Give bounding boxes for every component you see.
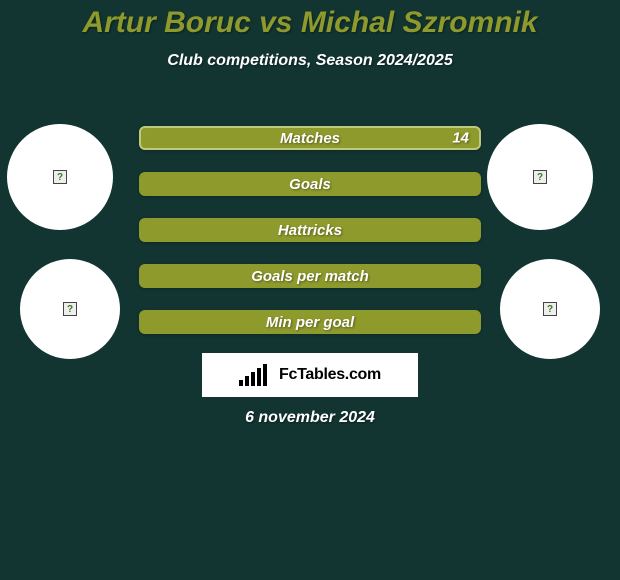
stat-value-right: 14 — [452, 130, 469, 147]
stat-label: Matches — [280, 130, 340, 147]
stat-row-gpm: Goals per match — [139, 264, 481, 288]
image-placeholder-icon: ? — [53, 170, 67, 184]
avatar-image: ? — [7, 124, 113, 230]
comparison-title: Artur Boruc vs Michal Szromnik — [0, 0, 620, 40]
avatar-image: ? — [500, 259, 600, 359]
stat-label: Min per goal — [266, 314, 354, 331]
image-placeholder-icon: ? — [533, 170, 547, 184]
image-placeholder-icon: ? — [543, 302, 557, 316]
stats-container: Matches 14 Goals Hattricks Goals per mat… — [139, 126, 481, 356]
stat-row-mpg: Min per goal — [139, 310, 481, 334]
brand-text: FcTables.com — [279, 366, 381, 384]
stat-label: Goals — [289, 176, 331, 193]
stat-label: Goals per match — [251, 268, 369, 285]
date-label: 6 november 2024 — [0, 409, 620, 427]
stat-row-matches: Matches 14 — [139, 126, 481, 150]
image-placeholder-icon: ? — [63, 302, 77, 316]
avatar-image: ? — [487, 124, 593, 230]
stat-row-hattricks: Hattricks — [139, 218, 481, 242]
comparison-subtitle: Club competitions, Season 2024/2025 — [0, 52, 620, 70]
brand-badge: FcTables.com — [202, 353, 418, 397]
stat-label: Hattricks — [278, 222, 342, 239]
bar-chart-icon — [239, 364, 273, 386]
stat-row-goals: Goals — [139, 172, 481, 196]
avatar-image: ? — [20, 259, 120, 359]
